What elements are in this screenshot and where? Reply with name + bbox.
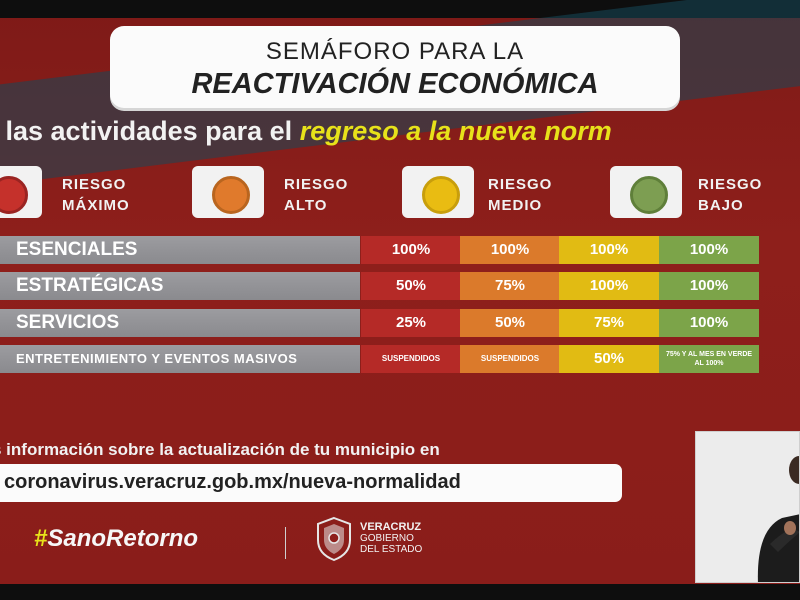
subtitle-highlight: regreso a la nueva norm: [299, 116, 612, 146]
category-label: SERVICIOS: [0, 309, 360, 337]
bottom-letterbox-bar: [0, 584, 800, 600]
risk-label: RIESGO MÁXIMO: [62, 174, 130, 216]
orange-light-icon: [212, 176, 250, 214]
sign-language-interpreter-window: [695, 431, 800, 583]
green-light-icon: [630, 176, 668, 214]
red-light-icon: [0, 176, 28, 214]
activity-row-estrategicas: ESTRATÉGICAS 50% 75% 100% 100%: [0, 272, 760, 300]
risk-label: RIESGO ALTO: [284, 174, 348, 216]
info-text: s información sobre la actualización de …: [0, 440, 440, 459]
category-label: ESTRATÉGICAS: [0, 272, 360, 300]
value-riesgo-alto: 100%: [460, 236, 560, 264]
hashtag-text: SanoRetorno: [47, 525, 199, 552]
value-riesgo-medio: 75%: [559, 309, 659, 337]
risk-label-line2: ALTO: [284, 197, 328, 214]
government-line2: GOBIERNO: [360, 533, 414, 544]
interpreter-figure-icon: [696, 432, 799, 582]
yellow-light-icon: [422, 176, 460, 214]
activity-row-entretenimiento: ENTRETENIMIENTO Y EVENTOS MASIVOS SUSPEN…: [0, 345, 760, 373]
value-riesgo-medio: 100%: [559, 272, 659, 300]
veracruz-crest-icon: [317, 516, 351, 562]
government-line1: VERACRUZ: [360, 521, 422, 533]
url-link[interactable]: coronavirus.veracruz.gob.mx/nueva-normal…: [0, 464, 622, 502]
risk-label-line1: RIESGO: [698, 176, 763, 193]
value-riesgo-medio: 50%: [559, 345, 659, 373]
value-riesgo-maximo: 50%: [361, 272, 461, 300]
government-logo-text: VERACRUZ GOBIERNO DEL ESTADO: [360, 521, 423, 556]
risk-label-line1: RIESGO: [62, 176, 127, 193]
title-card: SEMÁFORO PARA LA REACTIVACIÓN ECONÓMICA: [110, 26, 680, 108]
value-riesgo-bajo: 100%: [659, 236, 759, 264]
title-line-2: REACTIVACIÓN ECONÓMICA: [191, 68, 599, 100]
risk-label: RIESGO BAJO: [698, 174, 762, 216]
value-riesgo-medio: 100%: [559, 236, 659, 264]
value-riesgo-bajo: 100%: [659, 309, 759, 337]
activity-row-esenciales: ESENCIALES 100% 100% 100% 100%: [0, 236, 760, 264]
value-riesgo-maximo: 25%: [361, 309, 461, 337]
risk-label-line1: RIESGO: [284, 176, 349, 193]
value-riesgo-bajo: 75% Y AL MES EN VERDE AL 100%: [659, 345, 759, 373]
title-line-1: SEMÁFORO PARA LA: [265, 38, 525, 65]
value-riesgo-maximo: SUSPENDIDOS: [361, 345, 461, 373]
url-text: coronavirus.veracruz.gob.mx/nueva-normal…: [4, 471, 461, 493]
category-label: ESENCIALES: [0, 236, 360, 264]
traffic-light-box: [0, 166, 42, 218]
subtitle: ta las actividades para el regreso a la …: [0, 116, 612, 147]
value-riesgo-maximo: 100%: [361, 236, 461, 264]
value-riesgo-alto: 75%: [460, 272, 560, 300]
hash-mark: #: [34, 525, 48, 552]
value-riesgo-alto: 50%: [460, 309, 560, 337]
risk-label-line2: BAJO: [698, 197, 744, 214]
value-riesgo-alto: SUSPENDIDOS: [460, 345, 560, 373]
hashtag: #SanoRetorno: [34, 525, 198, 553]
traffic-light-box: [402, 166, 474, 218]
risk-label-line1: RIESGO: [488, 176, 553, 193]
subtitle-prefix: ta las actividades para el: [0, 116, 300, 146]
activity-row-servicios: SERVICIOS 25% 50% 75% 100%: [0, 309, 760, 337]
footer-divider: [285, 527, 286, 559]
risk-label: RIESGO MEDIO: [488, 174, 552, 216]
government-line3: DEL ESTADO: [360, 544, 423, 555]
risk-label-line2: MEDIO: [488, 197, 543, 214]
risk-label-line2: MÁXIMO: [62, 197, 130, 214]
traffic-light-box: [192, 166, 264, 218]
value-riesgo-bajo: 100%: [659, 272, 759, 300]
traffic-light-box: [610, 166, 682, 218]
category-label: ENTRETENIMIENTO Y EVENTOS MASIVOS: [0, 345, 360, 373]
